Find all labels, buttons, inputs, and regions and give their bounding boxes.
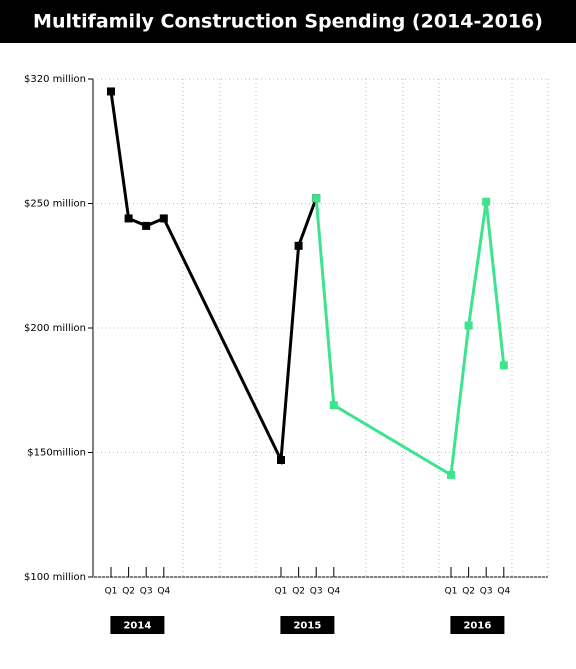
- point-marker: [124, 214, 133, 223]
- point-marker: [107, 87, 115, 96]
- year-label: 2016: [463, 621, 491, 632]
- y-tick-label: $200 million: [24, 323, 86, 334]
- year-label: 2014: [123, 621, 151, 632]
- x-tick-label: Q4: [157, 587, 170, 597]
- x-tick-label: Q1: [445, 587, 458, 597]
- x-tick-label: Q4: [327, 587, 340, 597]
- x-tick-label: Q2: [292, 587, 305, 597]
- x-tick-label: Q2: [122, 587, 135, 597]
- point-marker: [482, 197, 491, 206]
- series-line: [109, 91, 318, 466]
- point-marker: [329, 401, 338, 410]
- point-marker: [499, 361, 508, 370]
- x-tick-label: Q3: [480, 587, 493, 597]
- x-tick-label: Q3: [310, 587, 323, 597]
- y-tick-label: $100 million: [24, 572, 86, 583]
- x-tick-label: Q3: [140, 587, 153, 597]
- year-box: [280, 616, 335, 634]
- y-tick-label: $150million: [27, 448, 86, 459]
- year-box: [450, 616, 505, 634]
- y-tick-label: $250 million: [24, 199, 86, 210]
- year-box: [110, 616, 165, 634]
- point-marker: [447, 470, 455, 479]
- chart-title: Multifamily Construction Spending (2014-…: [33, 11, 543, 33]
- point-marker: [142, 221, 151, 230]
- x-tick-label: Q1: [275, 587, 288, 597]
- point-marker: [277, 455, 285, 464]
- series-line: [314, 198, 506, 478]
- x-tick-label: Q2: [462, 587, 475, 597]
- y-tick-label: $320 million: [24, 74, 86, 85]
- point-marker: [464, 321, 473, 330]
- year-label: 2015: [293, 621, 321, 632]
- x-tick-label: Q4: [497, 587, 510, 597]
- x-tick-label: Q1: [105, 587, 118, 597]
- title-banner: [0, 0, 576, 43]
- point-marker: [294, 241, 303, 250]
- point-marker: [312, 194, 321, 203]
- point-marker: [159, 214, 168, 223]
